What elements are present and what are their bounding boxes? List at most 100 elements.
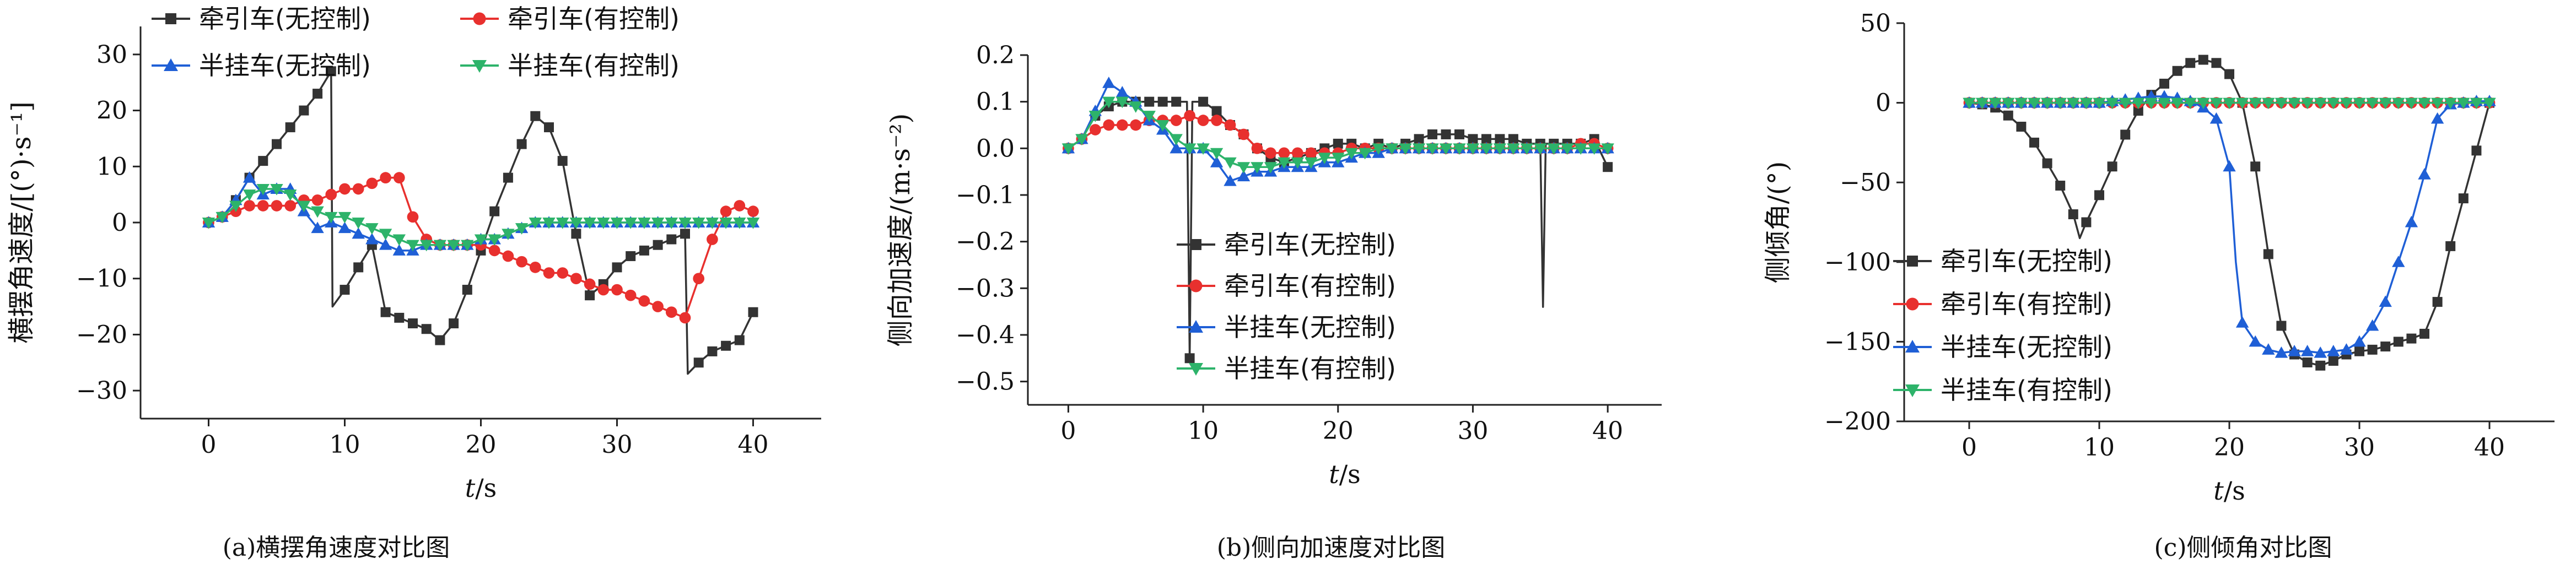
data-point bbox=[379, 229, 392, 241]
data-point bbox=[557, 156, 568, 166]
data-point bbox=[2235, 97, 2249, 110]
data-point bbox=[2483, 97, 2496, 110]
data-point bbox=[2249, 97, 2262, 110]
data-point bbox=[2379, 295, 2392, 307]
y-tick-label: 30 bbox=[96, 41, 127, 69]
data-point bbox=[2365, 319, 2379, 331]
legend-marker bbox=[1906, 297, 1919, 311]
data-point bbox=[1412, 143, 1426, 155]
data-point bbox=[1224, 157, 1237, 169]
x-tick-label: 0 bbox=[1060, 417, 1076, 445]
data-point bbox=[2457, 97, 2470, 110]
data-point bbox=[380, 172, 391, 183]
legend-label: 半挂车(有控制) bbox=[508, 51, 680, 80]
data-point bbox=[1975, 97, 1989, 110]
data-point bbox=[1102, 77, 1115, 88]
y-tick-label: 0.2 bbox=[976, 41, 1015, 69]
data-point bbox=[693, 357, 704, 368]
data-point bbox=[734, 335, 745, 345]
y-tick-label: −30 bbox=[76, 377, 127, 405]
y-tick-label: −0.1 bbox=[956, 181, 1015, 209]
data-point bbox=[1561, 143, 1574, 155]
data-point bbox=[2120, 129, 2131, 140]
data-point bbox=[1453, 143, 1466, 155]
legend-marker bbox=[164, 58, 178, 71]
data-point bbox=[2392, 97, 2405, 110]
data-point bbox=[2431, 112, 2444, 124]
data-point bbox=[707, 346, 718, 356]
data-point bbox=[2262, 97, 2275, 110]
data-point bbox=[719, 218, 732, 229]
data-point bbox=[2354, 346, 2364, 356]
chart-panel-1: −30 −20 −10 0 10 20 30 0 10 20 30 40 t/s 横摆角速度/[(°)·s… bbox=[6, 4, 821, 503]
y-axis-label: 横摆角速度/[(°)·s⁻¹] bbox=[6, 101, 37, 344]
data-point bbox=[242, 171, 256, 183]
data-point bbox=[1184, 110, 1195, 122]
legend-marker bbox=[1905, 384, 1920, 397]
data-point bbox=[1441, 129, 1451, 139]
data-point bbox=[1251, 162, 1264, 174]
data-point bbox=[638, 218, 651, 229]
data-point bbox=[1414, 134, 1424, 144]
data-point bbox=[1345, 148, 1358, 160]
data-point bbox=[392, 234, 406, 246]
data-point bbox=[1534, 143, 1547, 155]
data-point bbox=[325, 188, 337, 200]
data-point bbox=[2055, 180, 2066, 191]
data-point bbox=[639, 245, 649, 256]
data-point bbox=[1115, 96, 1129, 109]
y-tick-label: 50 bbox=[1860, 9, 1891, 37]
data-point bbox=[1988, 97, 2002, 110]
data-point bbox=[516, 256, 527, 268]
data-point bbox=[542, 218, 556, 229]
data-point bbox=[2393, 337, 2403, 347]
data-point bbox=[2300, 97, 2314, 110]
data-point bbox=[1574, 143, 1587, 155]
data-point bbox=[2185, 58, 2196, 68]
data-point bbox=[2016, 121, 2027, 132]
legend-label: 牵引车(有控制) bbox=[1941, 289, 2112, 319]
data-point bbox=[1454, 129, 1464, 139]
data-point bbox=[544, 122, 554, 133]
data-point bbox=[2042, 158, 2052, 169]
data-point bbox=[707, 234, 718, 245]
data-point bbox=[665, 306, 677, 318]
data-point bbox=[624, 218, 637, 229]
data-point bbox=[352, 218, 365, 229]
data-point bbox=[1333, 138, 1343, 149]
data-point bbox=[2002, 97, 2015, 110]
data-point bbox=[2132, 97, 2145, 110]
data-point bbox=[489, 206, 500, 216]
data-point bbox=[420, 240, 433, 252]
data-point bbox=[1156, 120, 1170, 132]
y-axis-label: 侧向加速度/(m·s⁻²) bbox=[885, 113, 916, 347]
data-point bbox=[2445, 241, 2456, 251]
data-point bbox=[272, 139, 282, 149]
data-point bbox=[2197, 97, 2210, 110]
data-point bbox=[2107, 161, 2117, 172]
data-point bbox=[1171, 96, 1182, 107]
data-point bbox=[597, 218, 610, 229]
data-point bbox=[2040, 97, 2054, 110]
data-point bbox=[2093, 97, 2106, 110]
y-tick-label: −0.4 bbox=[956, 321, 1015, 349]
data-point bbox=[1211, 115, 1222, 126]
data-point bbox=[1278, 157, 1291, 169]
data-point bbox=[2327, 97, 2340, 110]
data-point bbox=[1089, 124, 1101, 135]
data-point bbox=[339, 183, 351, 195]
data-point bbox=[515, 223, 529, 235]
data-point bbox=[1103, 119, 1115, 131]
data-point bbox=[284, 200, 297, 212]
data-point bbox=[433, 240, 447, 252]
data-point bbox=[679, 312, 691, 324]
data-point bbox=[1278, 147, 1290, 159]
y-tick-label: −50 bbox=[1840, 169, 1891, 197]
data-point bbox=[1305, 157, 1318, 169]
x-axis-label: t/s bbox=[2213, 476, 2245, 506]
data-point bbox=[1170, 115, 1182, 126]
chart-panel-3: −200 −150 −100 −50 0 50 0 10 20 30 40 t/s 侧倾角/(°) 牵引车… bbox=[1763, 9, 2555, 506]
data-point bbox=[678, 218, 692, 229]
data-point bbox=[407, 211, 419, 223]
data-point bbox=[1183, 143, 1197, 155]
